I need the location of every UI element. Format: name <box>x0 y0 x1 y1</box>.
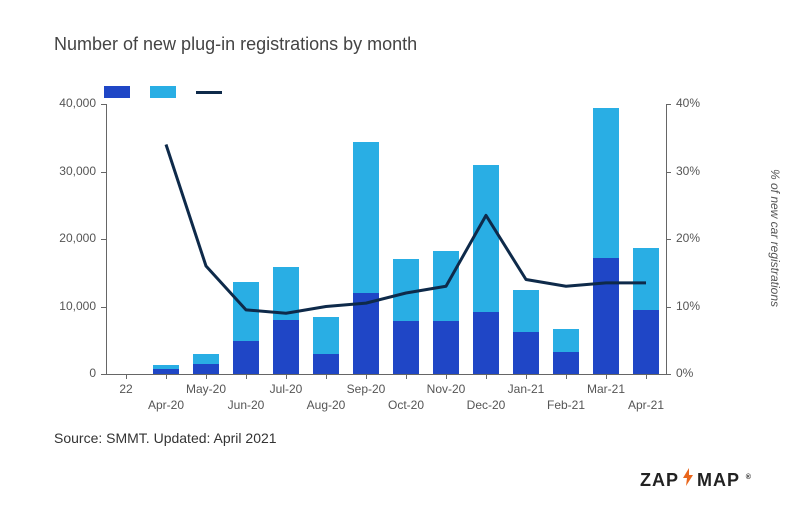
y-tick <box>101 374 106 375</box>
x-tick-label: Nov-20 <box>421 382 471 396</box>
x-tick <box>566 374 567 379</box>
x-tick-label: Apr-20 <box>141 398 191 412</box>
y2-tick-label: 20% <box>676 231 700 245</box>
bolt-icon <box>681 468 695 491</box>
x-tick <box>406 374 407 379</box>
x-tick <box>486 374 487 379</box>
line-series <box>106 104 666 374</box>
chart-title: Number of new plug-in registrations by m… <box>54 34 417 55</box>
y2-tick-label: 10% <box>676 299 700 313</box>
x-tick-label: Aug-20 <box>301 398 351 412</box>
x-tick <box>126 374 127 379</box>
x-tick-label: Apr-21 <box>621 398 671 412</box>
x-tick-label: Jun-20 <box>221 398 271 412</box>
x-tick <box>606 374 607 379</box>
x-tick-label: Jan-21 <box>501 382 551 396</box>
zapmap-logo: ZAP MAP ® <box>640 468 752 491</box>
x-tick-label: Feb-21 <box>541 398 591 412</box>
y2-tick <box>666 104 671 105</box>
x-tick-label: Dec-20 <box>461 398 511 412</box>
chart-plot-area: 010,00020,00030,00040,0000%10%20%30%40%%… <box>106 104 666 374</box>
y2-tick-label: 40% <box>676 96 700 110</box>
x-tick <box>206 374 207 379</box>
x-tick-label: Jul-20 <box>261 382 311 396</box>
y2-tick <box>666 374 671 375</box>
x-tick <box>446 374 447 379</box>
y-tick-label: 20,000 <box>46 231 96 245</box>
y-tick-label: 30,000 <box>46 164 96 178</box>
x-tick <box>526 374 527 379</box>
x-tick-label: Sep-20 <box>341 382 391 396</box>
legend-swatch <box>196 91 222 94</box>
x-tick <box>286 374 287 379</box>
legend-swatch <box>150 86 176 98</box>
y-tick-label: 0 <box>46 366 96 380</box>
x-tick <box>646 374 647 379</box>
x-tick-label: May-20 <box>181 382 231 396</box>
y2-tick <box>666 307 671 308</box>
x-tick <box>246 374 247 379</box>
x-tick <box>166 374 167 379</box>
y2-axis-title: % of new car registrations <box>768 169 782 307</box>
x-tick-label: Mar-21 <box>581 382 631 396</box>
x-tick-label: Oct-20 <box>381 398 431 412</box>
x-axis <box>106 374 666 375</box>
x-tick <box>366 374 367 379</box>
y-tick-label: 40,000 <box>46 96 96 110</box>
y2-tick <box>666 172 671 173</box>
y-tick-label: 10,000 <box>46 299 96 313</box>
legend-swatch <box>104 86 130 98</box>
x-tick <box>326 374 327 379</box>
logo-left: ZAP <box>640 470 679 490</box>
y2-tick <box>666 239 671 240</box>
x-tick-label: 22 <box>101 382 151 396</box>
y2-tick-label: 30% <box>676 164 700 178</box>
y2-tick-label: 0% <box>676 366 693 380</box>
logo-right: MAP <box>697 470 740 490</box>
source-text: Source: SMMT. Updated: April 2021 <box>54 430 277 446</box>
